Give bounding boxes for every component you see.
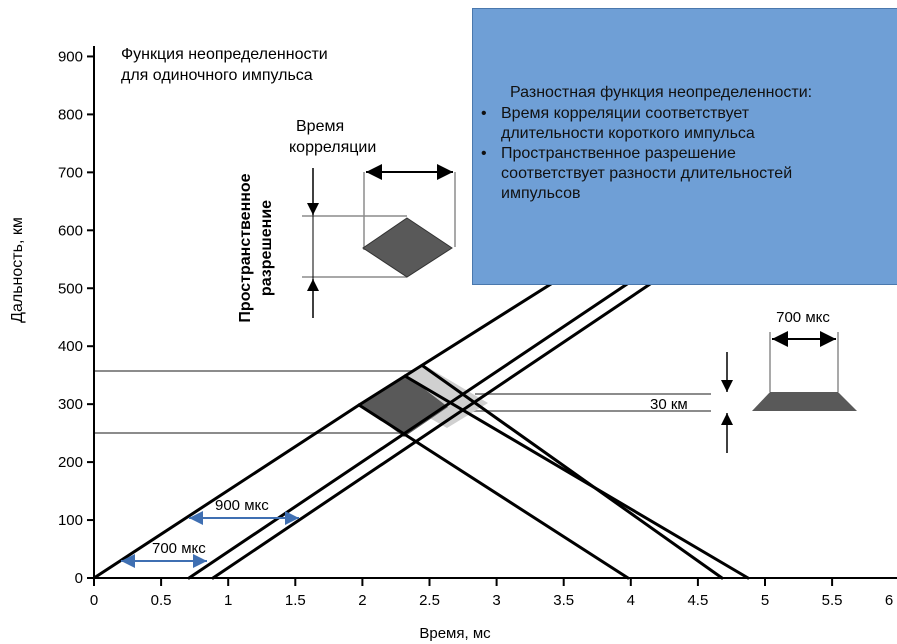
x-tick-label: 2 xyxy=(358,592,366,609)
y-tick-label: 700 xyxy=(58,164,83,181)
y-tick-label: 800 xyxy=(58,106,83,123)
x-tick-label: 5 xyxy=(761,592,769,609)
x-tick-label: 3 xyxy=(492,592,500,609)
correlation-label-line1: Время xyxy=(296,118,344,135)
y-tick-label: 600 xyxy=(58,222,83,239)
x-tick-label: 4.5 xyxy=(687,592,708,609)
x-tick-label: 5.5 xyxy=(822,592,843,609)
y-tick-label: 100 xyxy=(58,512,83,529)
x-tick-label: 0.5 xyxy=(151,592,172,609)
pulse-700-trapezoid xyxy=(752,392,857,411)
y-tick-label: 200 xyxy=(58,454,83,471)
pulse-700-rising-left xyxy=(92,403,361,580)
pulse-lines xyxy=(92,270,750,580)
x-tick-label: 0 xyxy=(90,592,98,609)
pulse-900-rising-a xyxy=(187,270,647,580)
pulse-900-label: 900 мкс xyxy=(215,497,269,514)
difference-function-info-box: Разностная функция неопределенности: Вре… xyxy=(472,8,897,285)
pulse-900-peak-b xyxy=(403,374,750,580)
x-axis-label: Время, мс xyxy=(419,625,491,642)
x-tick-label: 3.5 xyxy=(553,592,574,609)
pulse-900-peak-a xyxy=(421,364,724,580)
spatial-label-line2: разрешение xyxy=(258,200,275,296)
spatial-label-line1: Пространственное xyxy=(237,173,254,322)
x-tick-label: 6 xyxy=(885,592,893,609)
x-ticks: 0 0.5 1 1.5 2 2.5 3 3.5 4 4.5 5 5.5 6 xyxy=(90,578,893,609)
pulse-700-bottom-label: 700 мкс xyxy=(152,540,206,557)
info-box-title: Разностная функция неопределенности: xyxy=(510,84,813,101)
x-tick-label: 2.5 xyxy=(419,592,440,609)
single-pulse-guides xyxy=(302,172,456,278)
pulse-700-top xyxy=(357,270,572,407)
y-tick-label: 500 xyxy=(58,280,83,297)
range-30km-label: 30 км xyxy=(650,396,688,413)
x-tick-label: 1.5 xyxy=(285,592,306,609)
info-box-bullets: Время корреляции соответствует длительно… xyxy=(481,104,821,204)
single-pulse-title-line1: Функция неопределенности xyxy=(121,46,328,63)
correlation-label-line2: корреляции xyxy=(289,139,376,156)
single-pulse-diamond xyxy=(362,217,453,278)
info-bullet-1: Время корреляции соответствует длительно… xyxy=(481,104,821,144)
pulse-900-rising-b xyxy=(211,270,670,580)
y-ticks: 0 100 200 300 400 500 600 700 800 900 xyxy=(58,48,94,587)
single-pulse-title-line2: для одиночного импульса xyxy=(121,67,313,84)
y-tick-label: 300 xyxy=(58,396,83,413)
y-tick-label: 0 xyxy=(75,570,83,587)
y-tick-label: 900 xyxy=(58,48,83,65)
y-tick-label: 400 xyxy=(58,338,83,355)
info-bullet-2: Пространственное разрешение соответствуе… xyxy=(481,144,821,204)
pulse-700-top-label: 700 мкс xyxy=(776,309,830,326)
x-tick-label: 1 xyxy=(224,592,232,609)
y-axis-label: Дальность, км xyxy=(9,217,26,323)
x-tick-label: 4 xyxy=(627,592,635,609)
pulse-700-falling xyxy=(357,403,630,580)
